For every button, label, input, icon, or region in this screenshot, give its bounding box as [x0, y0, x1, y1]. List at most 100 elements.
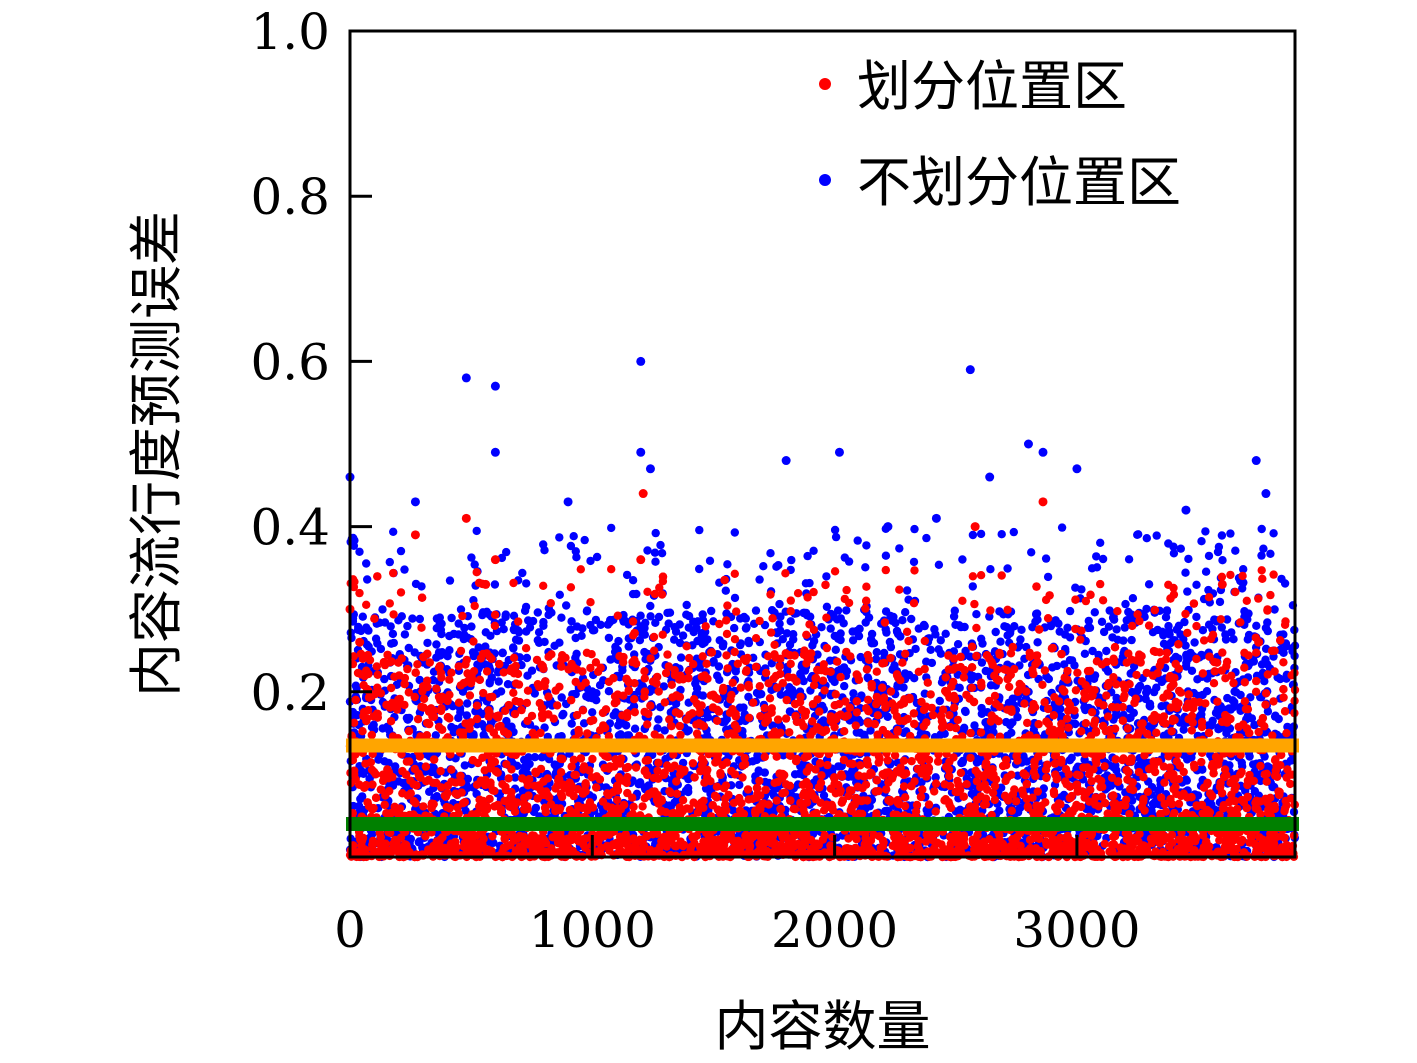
point: [1017, 625, 1026, 634]
point: [509, 644, 518, 653]
point: [753, 784, 762, 793]
point: [502, 716, 511, 726]
point: [938, 705, 948, 714]
point: [469, 651, 478, 661]
point: [1087, 777, 1096, 786]
point: [460, 623, 469, 633]
point: [707, 606, 716, 616]
point: [1217, 623, 1227, 632]
point: [1213, 547, 1223, 557]
point: [809, 636, 819, 646]
point: [995, 806, 1004, 815]
point: [413, 715, 423, 724]
point: [933, 757, 943, 766]
point: [1237, 758, 1247, 767]
point: [570, 689, 580, 699]
point: [853, 627, 862, 637]
point: [521, 602, 531, 612]
point: [1245, 752, 1254, 761]
point: [571, 653, 580, 662]
point: [539, 621, 548, 630]
point: [1081, 596, 1091, 606]
point: [1081, 705, 1090, 715]
point: [1230, 697, 1239, 707]
point: [920, 621, 929, 631]
point: [774, 561, 783, 570]
point: [1192, 612, 1201, 622]
point: [1232, 688, 1241, 697]
point: [860, 730, 869, 739]
point: [840, 681, 849, 691]
point: [931, 773, 940, 782]
point: [355, 547, 364, 556]
point: [899, 782, 909, 791]
point: [695, 525, 704, 535]
point: [1238, 571, 1247, 581]
point: [571, 547, 580, 556]
point: [1263, 626, 1273, 636]
point: [1176, 544, 1186, 553]
point: [817, 623, 826, 632]
point: [533, 608, 542, 617]
point: [809, 546, 818, 555]
point: [649, 646, 659, 655]
point: [1198, 626, 1208, 635]
point: [967, 675, 976, 684]
outlier-point: [636, 356, 646, 366]
point: [1098, 554, 1108, 564]
point: [909, 557, 919, 567]
point: [852, 728, 861, 737]
point: [949, 703, 959, 712]
point: [509, 578, 518, 588]
point: [592, 783, 601, 792]
point: [1092, 563, 1102, 572]
point: [417, 582, 426, 591]
point: [1112, 625, 1121, 634]
point: [1019, 752, 1028, 761]
point: [522, 627, 531, 636]
point: [805, 578, 814, 588]
point: [1181, 568, 1190, 577]
point: [1240, 607, 1249, 616]
point: [828, 766, 837, 775]
point: [755, 575, 764, 584]
point: [566, 541, 576, 551]
outlier-point: [461, 373, 471, 383]
point: [744, 638, 754, 648]
point: [640, 783, 649, 792]
point: [960, 706, 970, 716]
point: [1149, 800, 1159, 809]
point: [615, 673, 624, 682]
point: [490, 580, 500, 589]
point: [873, 711, 882, 720]
point: [764, 679, 773, 688]
point: [898, 616, 907, 625]
point: [1092, 552, 1101, 561]
point: [723, 560, 732, 569]
point: [789, 630, 798, 639]
point: [1090, 608, 1100, 617]
point: [806, 612, 815, 621]
point: [852, 708, 861, 717]
point: [445, 631, 454, 641]
point: [659, 682, 669, 691]
point: [1142, 668, 1151, 678]
point: [539, 540, 548, 549]
point: [592, 696, 601, 705]
point: [1113, 607, 1122, 616]
point: [926, 645, 935, 654]
outlier-point: [1181, 505, 1191, 515]
point: [949, 612, 959, 621]
point: [1071, 686, 1081, 695]
point: [1132, 670, 1141, 680]
point: [656, 540, 665, 550]
point: [350, 536, 359, 545]
point: [651, 618, 660, 627]
point: [514, 636, 524, 645]
point: [1155, 661, 1164, 670]
point: [1263, 762, 1272, 771]
point: [586, 620, 595, 630]
point: [1109, 763, 1118, 772]
point: [986, 681, 996, 690]
point: [403, 621, 412, 631]
